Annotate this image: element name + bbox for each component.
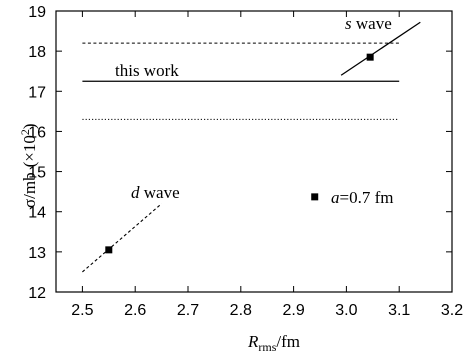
annotation-d-wave: d wave — [131, 183, 180, 202]
series-line-4-dashed — [82, 203, 162, 273]
x-axis-label: Rrms/fm — [247, 332, 300, 354]
series-lines — [82, 21, 421, 273]
y-tick-label-14: 14 — [28, 205, 46, 222]
x-tick-label-2.6: 2.6 — [124, 302, 146, 319]
data-point-0 — [366, 53, 374, 61]
series-line-3-solid — [340, 21, 421, 76]
y-tick-label-13: 13 — [28, 245, 46, 262]
y-tick-label-18: 18 — [28, 44, 46, 61]
x-tick-label-2.7: 2.7 — [177, 302, 199, 319]
y-tick-label-16: 16 — [28, 124, 46, 141]
x-tick-label-2.9: 2.9 — [282, 302, 304, 319]
plot-border — [55, 10, 453, 293]
axis-ticks — [56, 10, 453, 293]
x-tick-label-3.0: 3.0 — [335, 302, 357, 319]
x-tick-label-3.2: 3.2 — [441, 302, 463, 319]
y-tick-label-17: 17 — [28, 84, 46, 101]
data-points — [105, 53, 374, 254]
y-axis-label: σ/mb(×102) — [18, 123, 39, 208]
x-tick-label-3.1: 3.1 — [388, 302, 410, 319]
plot-frame — [55, 10, 453, 293]
y-tick-label-19: 19 — [28, 4, 46, 21]
y-tick-label-12: 12 — [28, 285, 46, 302]
data-point-1 — [105, 246, 113, 254]
tick-labels: 2.5 2.6 2.7 2.8 2.9 3.0 3.1 3.2 12 13 14 15 16 17 18 19 — [28, 4, 463, 319]
annotation-marker — [311, 193, 319, 201]
annotation-a-parameter: a=0.7 fm — [331, 188, 393, 207]
y-tick-label-15: 15 — [28, 165, 46, 182]
annotation-this-work: this work — [115, 61, 179, 80]
x-tick-label-2.8: 2.8 — [230, 302, 252, 319]
x-tick-label-2.5: 2.5 — [71, 302, 93, 319]
annotation-s-wave: s wave — [345, 14, 392, 33]
